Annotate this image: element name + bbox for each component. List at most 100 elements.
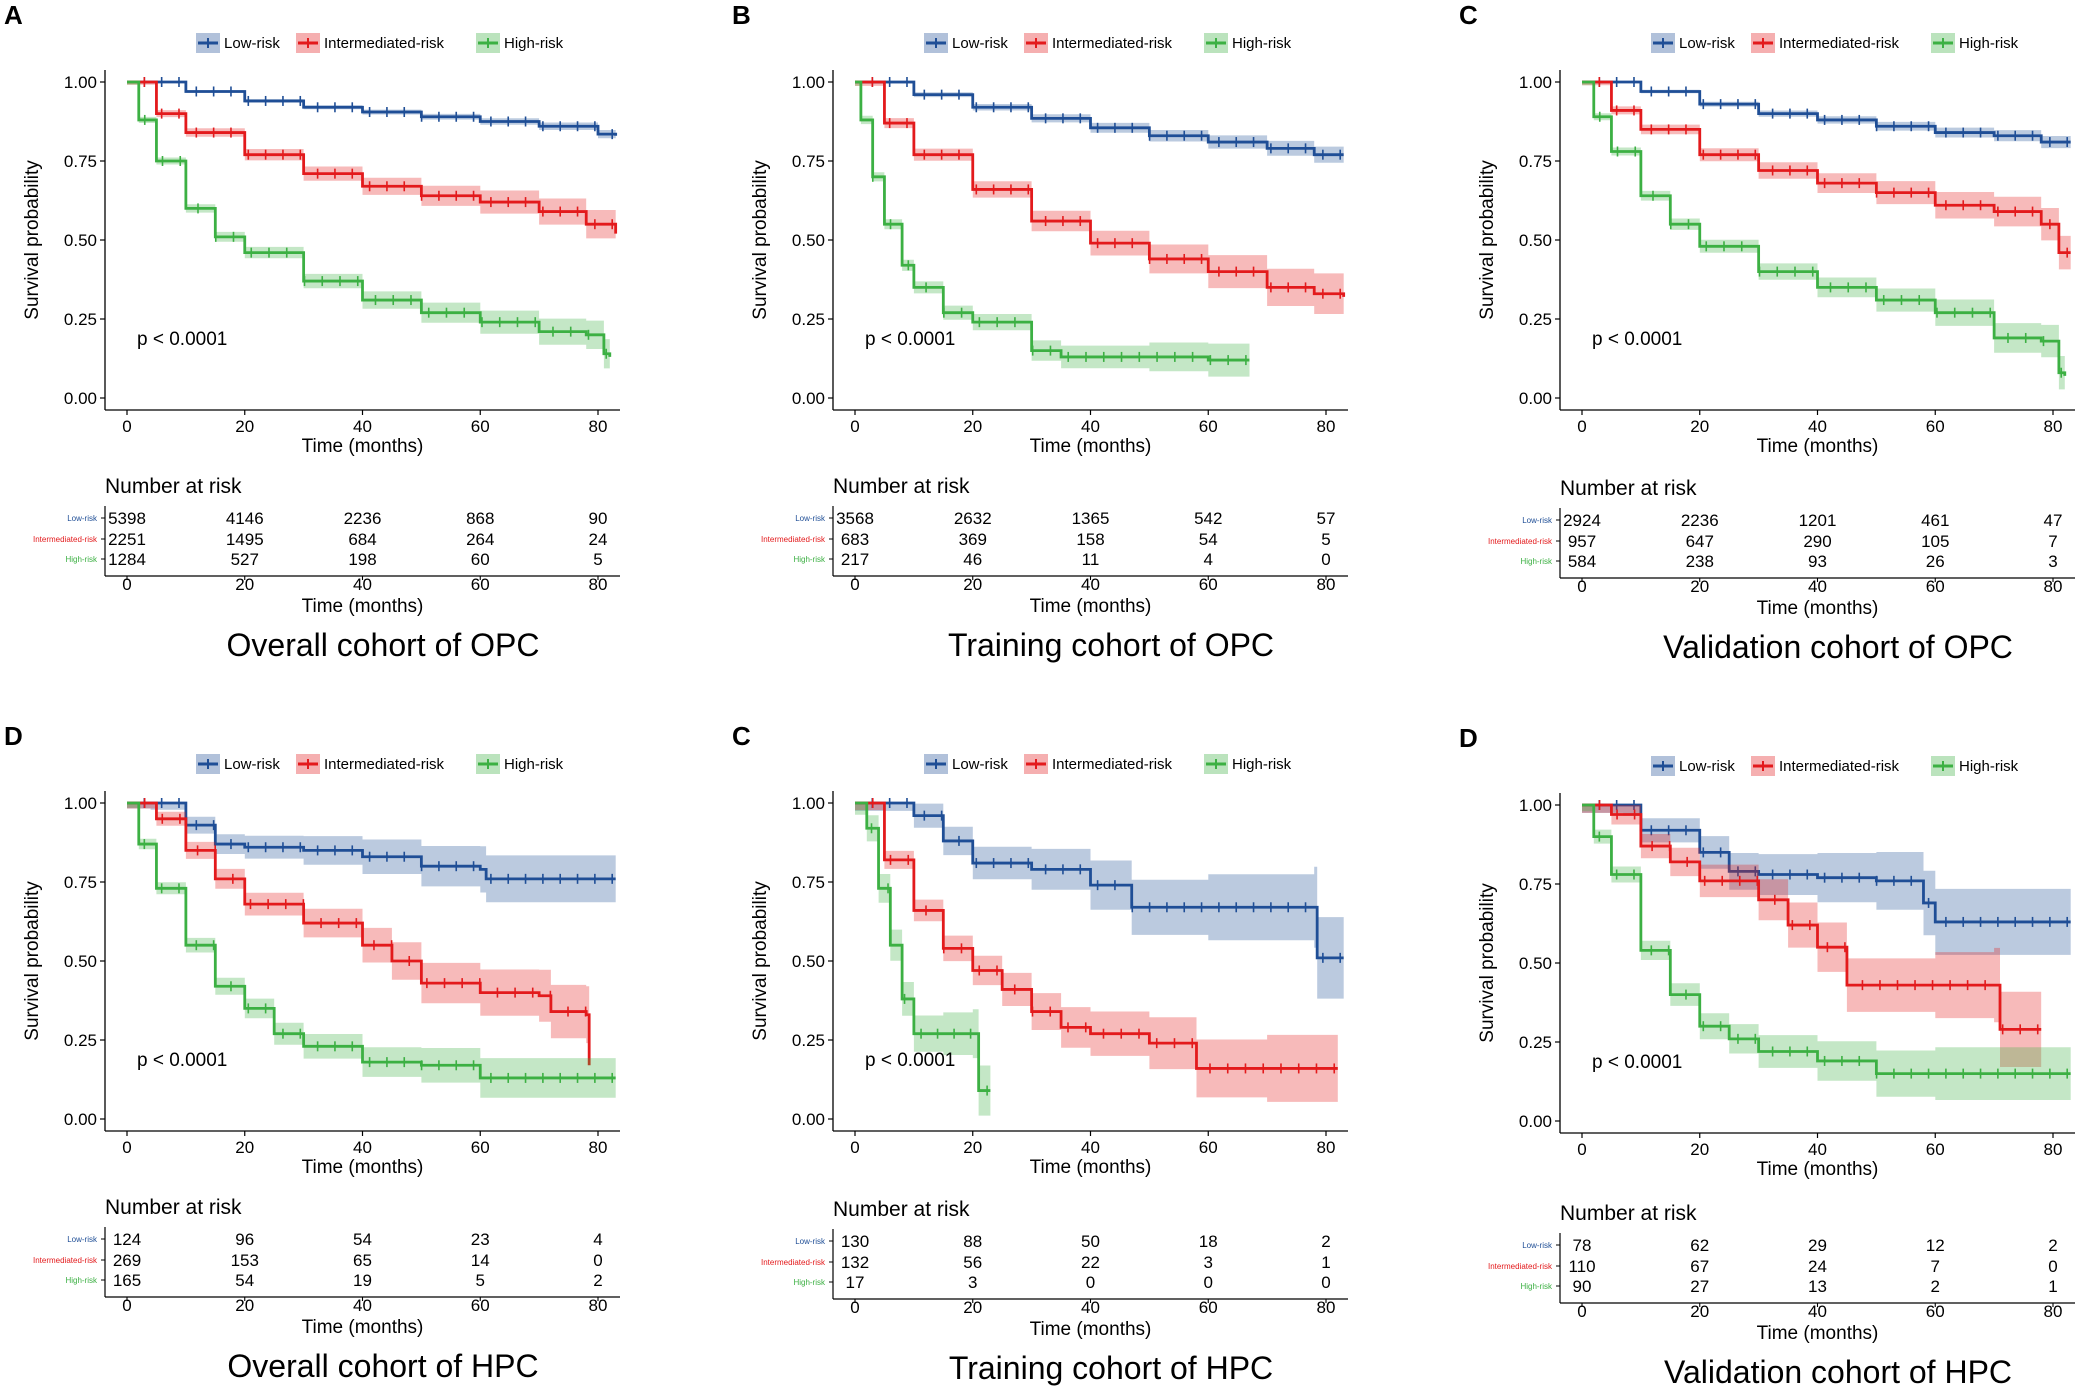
y-tick-label: 1.00 [1519,73,1552,92]
x-axis-title: Time (months) [302,1157,424,1178]
y-tick-label: 0.75 [1519,152,1552,171]
x-tick-label: 80 [589,417,608,436]
risk-count: 461 [1921,511,1949,530]
risk-count: 2236 [344,509,382,528]
x-axis-title: Time (months) [1757,1159,1879,1180]
risk-count: 0 [1086,1273,1095,1292]
y-tick-label: 0.50 [64,952,97,971]
risk-x-tick-label: 80 [2044,1302,2063,1321]
ci-band-intermediate [127,82,616,249]
legend-label-high: High-risk [504,756,564,773]
y-tick-label: 0.75 [792,152,825,171]
x-tick-label: 20 [963,1138,982,1157]
km-curve-high [855,801,991,1092]
risk-count: 217 [841,550,869,569]
risk-x-tick-label: 60 [471,575,490,594]
risk-count: 0 [1321,550,1330,569]
y-tick-label: 0.00 [1519,1112,1552,1131]
risk-count: 47 [2044,511,2063,530]
risk-count: 105 [1921,532,1949,551]
risk-x-axis-title: Time (months) [302,596,424,617]
legend-label-intermediate: Intermediated-risk [1779,35,1900,52]
legend-label-high: High-risk [1232,756,1292,773]
risk-x-tick-label: 20 [1690,577,1709,596]
ci-band-low [855,803,1344,1001]
risk-row-label-high: High-risk [65,555,98,564]
panel-letter: C [732,721,751,751]
x-tick-label: 40 [353,1138,372,1157]
risk-count: 5 [476,1271,485,1290]
risk-row-label-low: Low-risk [67,1235,98,1244]
p-value-label: p < 0.0001 [1592,1052,1682,1073]
risk-row-label-intermediate: Intermediated-risk [33,535,98,544]
risk-count: 96 [235,1230,254,1249]
risk-table-title: Number at risk [833,1198,970,1221]
risk-count: 110 [1568,1257,1595,1276]
risk-count: 584 [1568,552,1596,571]
risk-table-title: Number at risk [105,475,242,498]
risk-row-label-low: Low-risk [67,514,98,523]
panel-letter: A [4,0,23,30]
x-tick-label: 60 [1926,417,1945,436]
risk-count: 0 [1321,1273,1330,1292]
risk-count: 647 [1686,532,1714,551]
legend-label-low: Low-risk [224,35,280,52]
ci-band-intermediate [1582,82,2071,270]
risk-count: 0 [1204,1273,1213,1292]
legend-label-high: High-risk [1232,35,1292,52]
risk-x-tick-label: 80 [1317,1298,1336,1317]
risk-count: 1495 [226,530,264,549]
km-curve-high [1582,803,2071,1075]
y-tick-label: 0.50 [64,231,97,250]
x-tick-label: 60 [471,1138,490,1157]
risk-count: 11 [1082,550,1100,569]
risk-count: 22 [1081,1253,1100,1272]
y-tick-label: 0.50 [792,231,825,250]
risk-row-label-high: High-risk [65,1276,98,1285]
ci-band-high [855,803,991,1117]
y-tick-label: 0.25 [64,1031,97,1050]
ci-band-intermediate [127,803,590,1094]
legend-label-low: Low-risk [1679,35,1735,52]
y-tick-label: 1.00 [64,73,97,92]
risk-count: 2632 [954,509,992,528]
x-axis-title: Time (months) [1030,1157,1152,1178]
risk-count: 7 [1931,1257,1940,1276]
panel-letter: D [4,721,23,751]
risk-count: 18 [1199,1232,1218,1251]
risk-count: 4 [1204,550,1213,569]
legend-label-intermediate: Intermediated-risk [1052,35,1173,52]
y-axis-title: Survival probability [1477,160,1498,320]
risk-count: 269 [113,1251,141,1270]
x-tick-label: 0 [850,1138,859,1157]
ci-band-intermediate [1582,805,2042,1070]
risk-x-tick-label: 60 [1199,1298,1218,1317]
risk-count: 1284 [108,550,146,569]
risk-count: 67 [1690,1257,1709,1276]
ci-band-high [127,803,616,1104]
panel-title: Validation cohort of HPC [1664,1354,2012,1390]
risk-count: 130 [841,1232,869,1251]
risk-count: 90 [589,509,608,528]
risk-count: 684 [348,530,376,549]
risk-count: 17 [846,1273,865,1292]
risk-count: 1 [2048,1277,2057,1296]
risk-row-label-intermediate: Intermediated-risk [33,1256,98,1265]
y-tick-label: 0.25 [1519,310,1552,329]
x-tick-label: 40 [1081,1138,1100,1157]
x-tick-label: 40 [353,417,372,436]
risk-count: 124 [113,1230,141,1249]
risk-count: 165 [113,1271,141,1290]
p-value-label: p < 0.0001 [865,329,955,350]
risk-count: 1365 [1072,509,1110,528]
km-panel-2: B Low-risk Intermediated-risk High-risk 0.00… [732,0,1348,663]
risk-count: 78 [1573,1236,1592,1255]
risk-x-tick-label: 80 [2044,577,2063,596]
km-panel-3: C Low-risk Intermediated-risk High-risk 0.00… [1459,0,2075,665]
risk-count: 2 [593,1271,602,1290]
risk-x-axis-title: Time (months) [1757,1323,1879,1344]
risk-x-tick-label: 80 [1317,575,1336,594]
x-axis-title: Time (months) [1030,436,1152,457]
risk-count: 158 [1076,530,1104,549]
risk-count: 26 [1926,552,1945,571]
